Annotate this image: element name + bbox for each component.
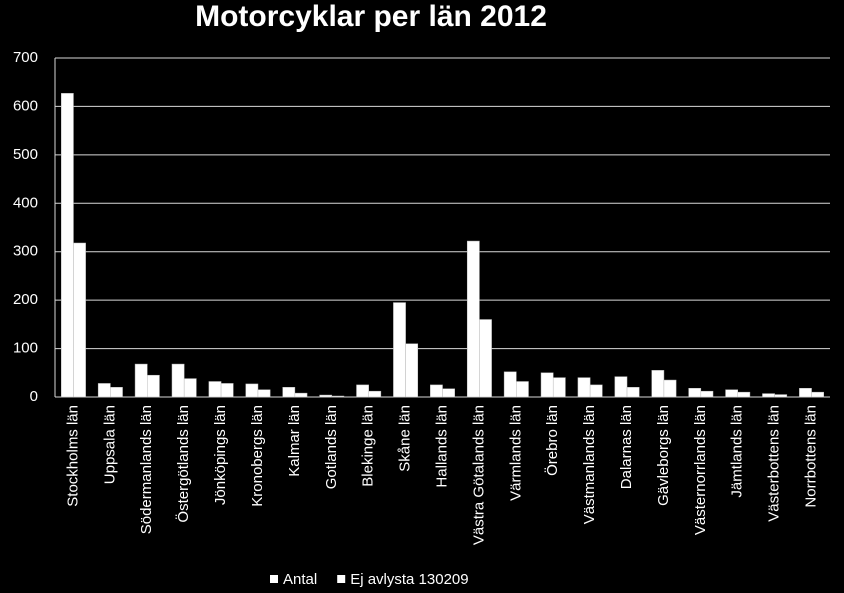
bar (762, 393, 775, 398)
y-tick-label: 500 (13, 146, 38, 163)
y-tick-label: 600 (13, 97, 38, 114)
x-tick-label: Kalmar län (286, 405, 303, 477)
bar (626, 387, 640, 398)
x-tick-label: Jämtlands län (729, 405, 746, 498)
bar (245, 383, 259, 398)
y-tick-label: 0 (30, 388, 38, 405)
bar (651, 370, 665, 398)
bar (147, 374, 160, 398)
x-tick-label: Uppsala län (101, 405, 118, 484)
x-tick-label: Västra Götalands län (470, 405, 487, 545)
x-tick-label: Jönköpings län (212, 405, 229, 505)
x-tick-label: Skåne län (397, 405, 414, 472)
bar (319, 394, 333, 398)
legend-label: Ej avlysta 130209 (350, 571, 468, 588)
bar (393, 302, 406, 398)
bar (110, 387, 123, 398)
bar (97, 383, 111, 398)
bar (516, 381, 529, 398)
x-tick-label: Örebro län (543, 405, 561, 476)
bar (331, 395, 345, 398)
x-tick-label: Blekinge län (360, 405, 377, 487)
y-tick-label: 100 (13, 340, 38, 357)
x-tick-label: Kronobergs län (249, 405, 266, 507)
bar (220, 383, 234, 398)
bar (183, 378, 197, 398)
x-tick-label: Västernorrlands län (692, 405, 709, 535)
bar (73, 242, 86, 398)
bar (442, 388, 455, 398)
bar (466, 240, 480, 398)
y-tick-label: 300 (13, 243, 38, 260)
bar (614, 376, 628, 398)
x-tick-label: Värmlands län (507, 405, 524, 501)
bar (725, 389, 738, 398)
bar (663, 379, 677, 398)
bar (282, 387, 296, 398)
bar (368, 390, 382, 398)
legend-swatch (270, 575, 278, 583)
x-tick-label: Norrbottens län (803, 405, 820, 508)
bar (294, 392, 308, 398)
x-tick-label: Gävleborgs län (655, 405, 672, 506)
bar (589, 384, 603, 398)
bar (61, 93, 74, 398)
bar (540, 372, 554, 398)
y-tick-label: 700 (13, 49, 38, 66)
x-tick-label: Hallands län (433, 405, 450, 488)
x-tick-label: Västmanlands län (581, 405, 598, 524)
chart-title: Motorcyklar per län 2012 (195, 0, 547, 33)
bar (405, 343, 419, 398)
x-tick-label: Gotlands län (323, 405, 340, 489)
bar (356, 384, 369, 398)
bar (552, 377, 566, 398)
bar (688, 388, 702, 398)
legend-swatch (337, 575, 346, 583)
x-tick-label: Stockholms län (64, 405, 81, 507)
bar (171, 363, 185, 398)
legend-label: Antal (283, 571, 317, 588)
bar (799, 388, 812, 398)
bar (737, 391, 751, 398)
bar (700, 390, 714, 398)
bar (257, 389, 271, 398)
bar (503, 371, 517, 398)
bar (208, 381, 222, 398)
y-tick-label: 400 (13, 194, 38, 211)
bar (577, 377, 591, 398)
y-tick-label: 200 (13, 291, 38, 308)
x-tick-label: Dalarnas län (618, 405, 635, 489)
bar (811, 391, 824, 398)
bar (430, 384, 443, 398)
x-tick-label: Södermanlands län (138, 405, 155, 534)
bar (774, 394, 788, 398)
bar (479, 319, 492, 398)
x-tick-label: Östergötlands län (174, 405, 192, 523)
bar (134, 363, 148, 398)
x-tick-label: Västerbottens län (766, 405, 783, 522)
